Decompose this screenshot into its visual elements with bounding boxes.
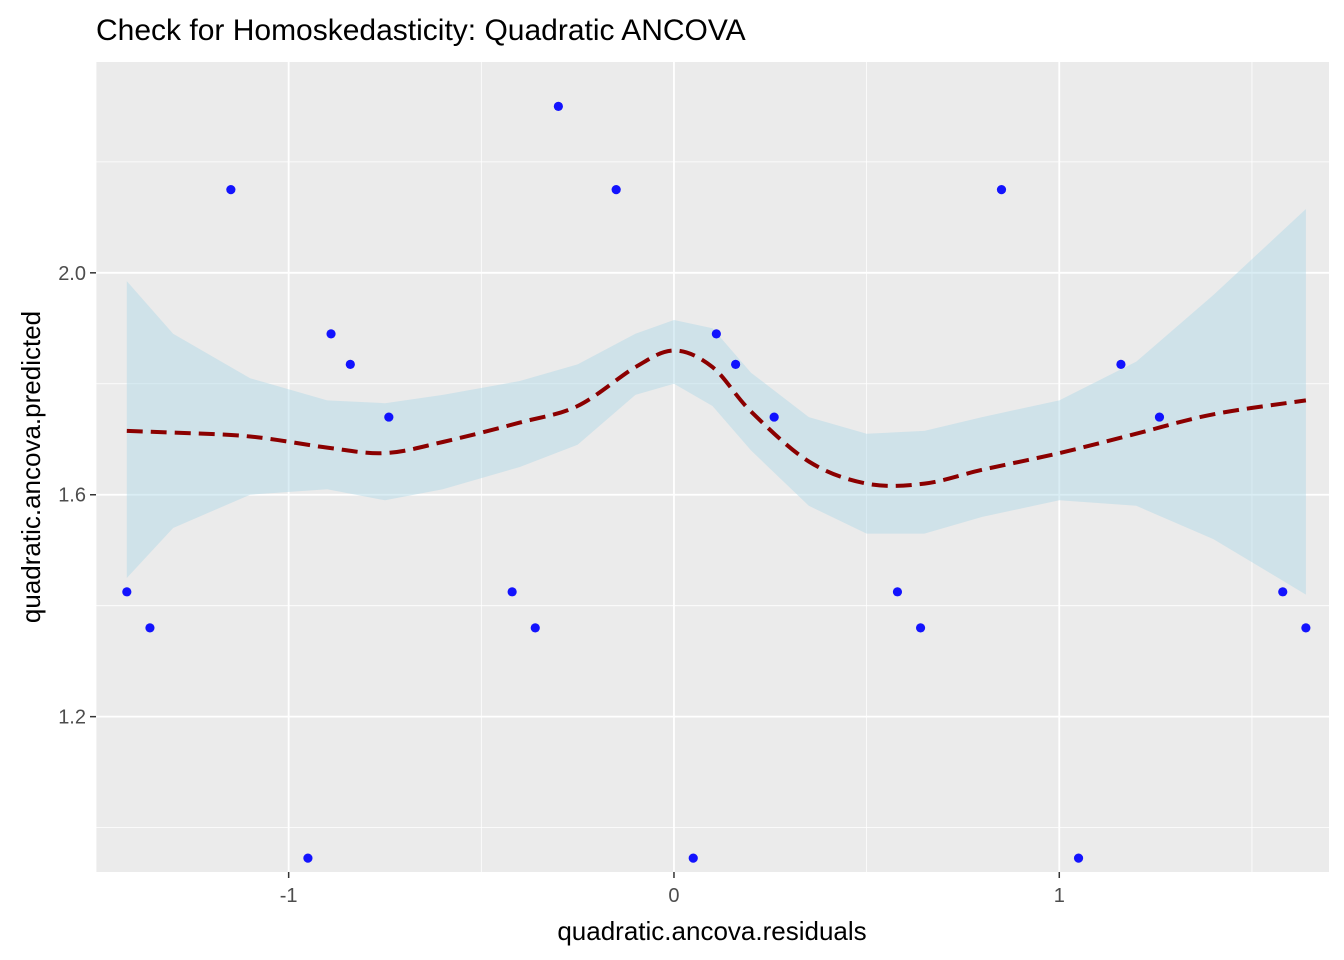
data-point — [345, 359, 355, 369]
data-point — [711, 329, 721, 339]
plot-panel — [96, 62, 1329, 872]
x-axis-title: quadratic.ancova.residuals — [557, 916, 866, 946]
data-point — [996, 185, 1007, 195]
y-tick-label: 1.2 — [58, 707, 86, 729]
y-axis-title: quadratic.ancova.predicted — [16, 311, 46, 623]
data-point — [553, 101, 563, 111]
data-point — [1116, 359, 1126, 369]
data-point — [145, 623, 155, 633]
data-point — [892, 587, 903, 597]
y-axis-ticks: 1.2 1.6 2.0 — [58, 263, 96, 729]
data-point — [326, 329, 336, 339]
data-point — [226, 185, 236, 195]
confidence-ribbon — [126, 209, 1306, 595]
x-tick-label: 0 — [668, 885, 679, 907]
data-point — [769, 412, 779, 422]
data-point — [1073, 853, 1084, 863]
x-axis-ticks: -1 0 1 — [280, 872, 1065, 907]
data-point — [1154, 412, 1165, 422]
x-tick-label: -1 — [280, 885, 298, 907]
y-tick-label: 2.0 — [58, 263, 86, 285]
data-point — [530, 623, 540, 633]
data-point — [915, 623, 926, 633]
grid-lines — [95, 62, 1329, 872]
data-point — [384, 412, 394, 422]
x-tick-label: 1 — [1054, 885, 1065, 907]
smooth-line — [126, 348, 1307, 488]
data-point — [731, 359, 741, 369]
data-point — [303, 853, 313, 863]
data-point — [688, 853, 698, 863]
data-point — [1278, 587, 1288, 597]
data-point — [122, 587, 132, 597]
points — [122, 101, 1311, 863]
data-point — [1301, 623, 1311, 633]
data-point — [611, 185, 621, 195]
y-tick-label: 1.6 — [58, 485, 86, 507]
chart-title: Check for Homoskedasticity: Quadratic AN… — [96, 14, 746, 47]
data-point — [507, 587, 517, 597]
